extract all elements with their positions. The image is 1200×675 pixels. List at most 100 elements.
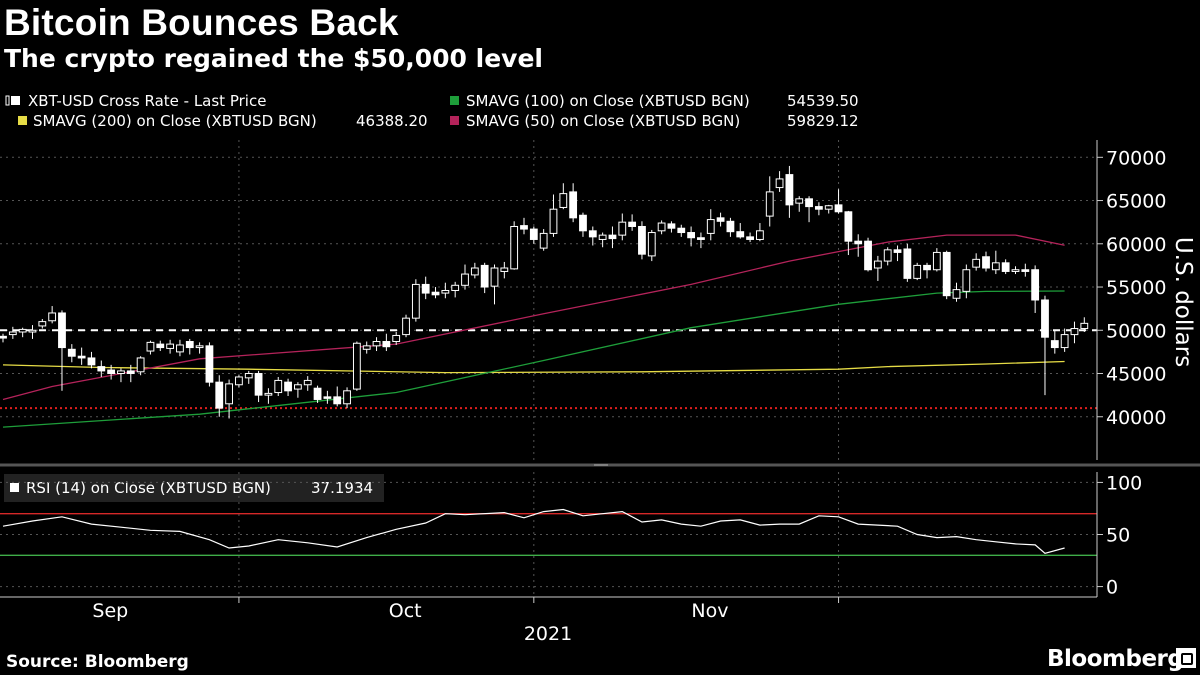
bloomberg-wordmark: Bloomberg <box>1047 646 1184 672</box>
rsi-axis-ticks: 0 50 100 <box>1097 472 1142 599</box>
legend-value-sma200: 46388.20 <box>356 112 428 130</box>
candle <box>244 370 253 384</box>
candle-body-down <box>382 341 391 348</box>
candle-body-down <box>0 335 7 339</box>
candle <box>382 333 391 352</box>
candle <box>146 340 155 355</box>
candle <box>667 221 676 233</box>
candle-body-down <box>156 343 165 349</box>
candle <box>539 229 548 251</box>
candle-body-down <box>893 249 902 253</box>
candle-body-down <box>205 345 214 383</box>
candle-body-up <box>392 334 401 343</box>
candle-body-down <box>313 387 322 400</box>
candle-body-up <box>952 289 961 299</box>
candle-body-up <box>166 343 175 349</box>
candle <box>647 229 656 262</box>
candle <box>294 382 302 398</box>
price-tick-label: 40000 <box>1106 407 1166 429</box>
candle <box>569 183 578 223</box>
candle-body-down <box>579 214 587 232</box>
candle-body-down <box>638 225 646 255</box>
candle <box>716 212 725 227</box>
candle-body-up <box>647 232 656 257</box>
month-label-nov: Nov <box>691 600 728 622</box>
candle <box>205 342 214 387</box>
candle <box>323 390 332 404</box>
candle <box>441 282 450 299</box>
candle-body-up <box>1011 269 1020 272</box>
candle-body-down <box>1041 299 1049 338</box>
candle-body-up <box>510 225 519 270</box>
candle <box>343 387 351 409</box>
candle-body-up <box>441 289 450 294</box>
candle-body-up <box>8 331 17 336</box>
price-tick-label: 70000 <box>1106 147 1166 169</box>
candle-body-down <box>185 341 194 349</box>
candle-body-down <box>1001 262 1010 272</box>
candle <box>461 264 469 290</box>
month-label-sep: Sep <box>92 600 128 622</box>
candle-body-up <box>38 321 47 327</box>
legend-swatch-price-stub <box>5 95 10 106</box>
rsi-line <box>2 508 1065 554</box>
candle <box>608 226 617 249</box>
candle <box>736 223 745 239</box>
candle-body-down <box>1050 340 1059 349</box>
bloomberg-logo-icon <box>1176 648 1196 668</box>
candle <box>588 226 597 246</box>
candle-body-up <box>549 208 558 234</box>
candle <box>8 326 17 339</box>
candle <box>618 213 627 241</box>
price-panel: 40000 45000 50000 55000 60000 65000 70000 U.S.… <box>0 140 1196 460</box>
candle-body-up <box>235 376 243 386</box>
price-axis-ticks: 40000 45000 50000 55000 60000 65000 70000 <box>1097 147 1166 429</box>
chart-subtitle: The crypto regained the $50,000 level <box>4 44 543 73</box>
candle <box>726 217 735 237</box>
candle-body-down <box>284 381 292 392</box>
candle <box>421 276 430 300</box>
candle-body-up <box>274 379 283 394</box>
candle-body-down <box>126 370 135 375</box>
candle-body-up <box>756 230 764 240</box>
candle-body-up <box>470 267 479 276</box>
candle <box>166 339 175 354</box>
candle <box>274 376 283 396</box>
candle <box>28 325 37 339</box>
candle-body-up <box>490 267 499 287</box>
candle <box>510 221 519 270</box>
candle <box>706 209 715 241</box>
candle <box>48 306 57 324</box>
candle-body-down <box>834 204 843 213</box>
price-axis-label: U.S. dollars <box>1170 237 1196 367</box>
candle-body-down <box>520 225 528 230</box>
candle <box>362 341 371 354</box>
candle <box>677 224 686 237</box>
candle-body-up <box>706 219 715 234</box>
candle-body-down <box>716 217 725 222</box>
time-axis: Sep Oct Nov 2021 <box>0 596 1097 645</box>
candle <box>264 388 273 404</box>
candle <box>628 214 637 231</box>
candle-body-down <box>864 240 872 271</box>
candle-body-down <box>628 221 637 227</box>
time-axis-ticks: Sep Oct Nov <box>92 597 840 622</box>
price-tick-label: 65000 <box>1106 191 1166 213</box>
legend-swatch-sma200 <box>18 116 27 125</box>
candle-body-up <box>1060 334 1069 349</box>
legend-value-sma50: 59829.12 <box>787 112 859 130</box>
candle <box>77 347 86 365</box>
candle-body-down <box>421 283 430 294</box>
candle-body-up <box>146 341 155 352</box>
candle-body-up <box>176 344 184 353</box>
legend-swatch-sma100 <box>450 96 459 105</box>
legend-label-sma100: SMAVG (100) on Close (XBTUSD BGN) <box>466 92 750 110</box>
candle <box>1011 266 1020 275</box>
candle <box>392 332 401 345</box>
candle-body-down <box>431 291 440 296</box>
candle <box>942 250 951 300</box>
year-label: 2021 <box>524 623 572 645</box>
candle <box>746 232 754 243</box>
candle-body-up <box>362 345 371 350</box>
